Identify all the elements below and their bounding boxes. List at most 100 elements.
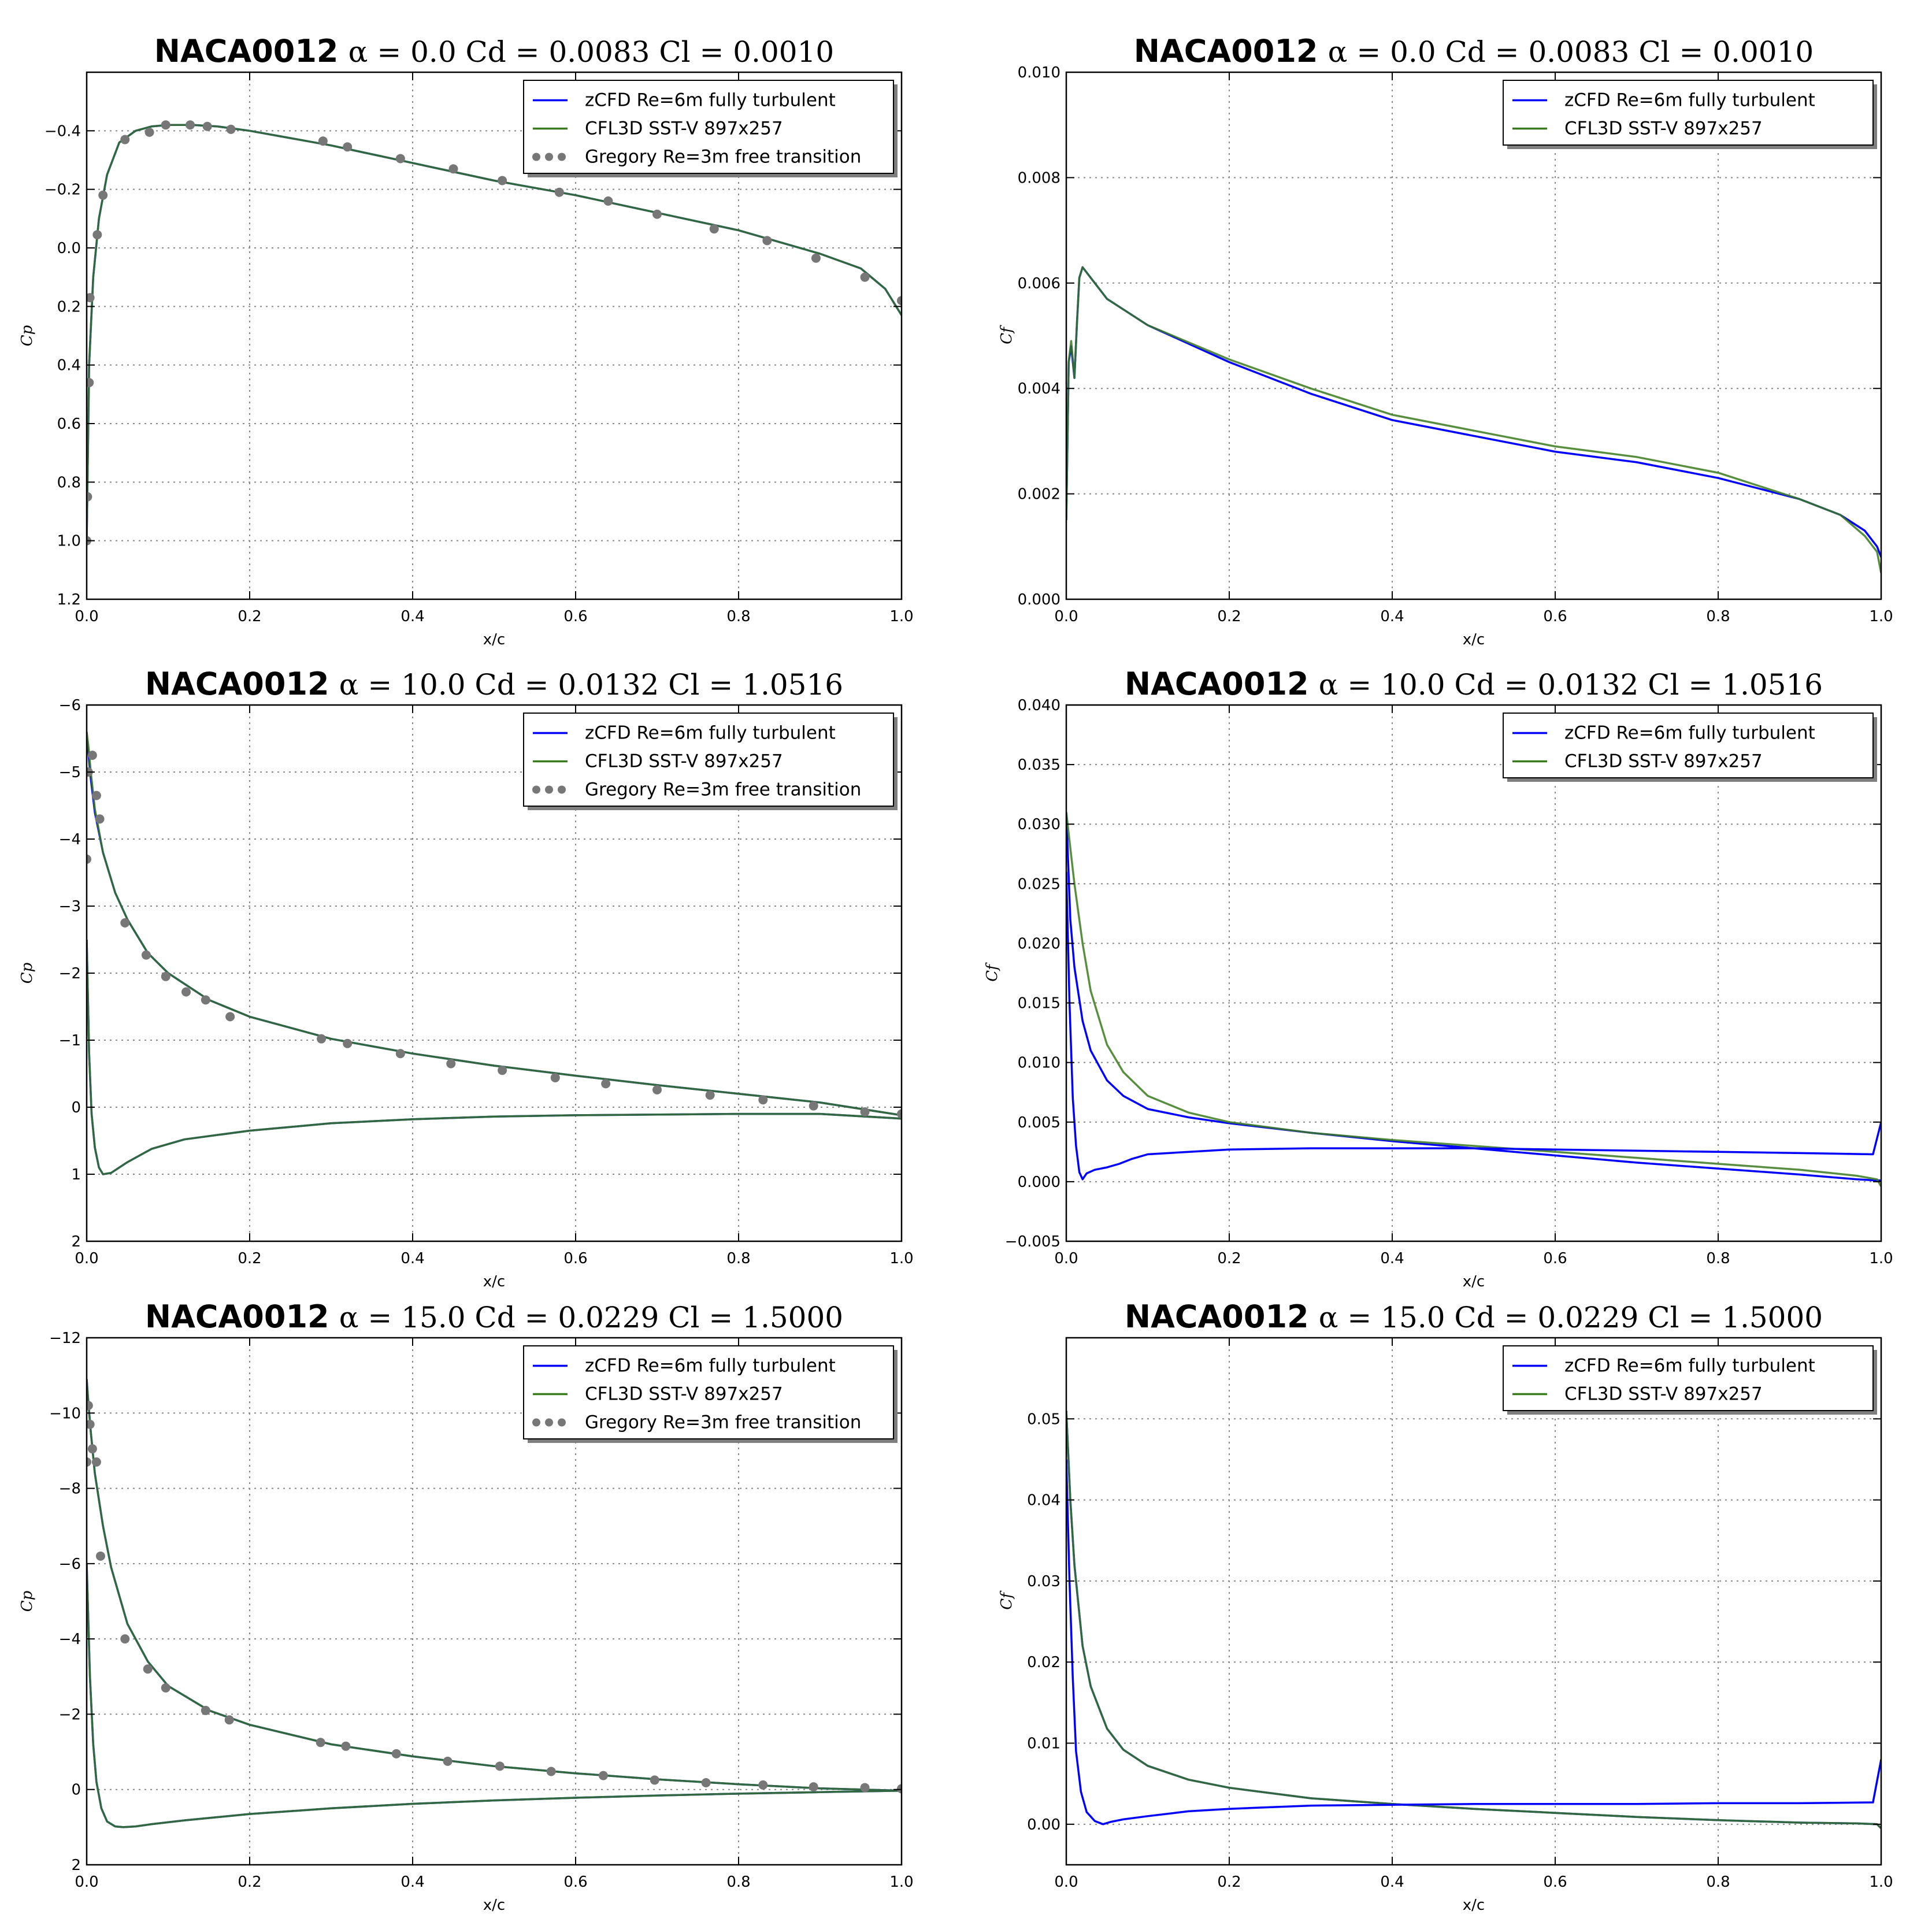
y-tick-label: 0.03 [1027, 1573, 1060, 1590]
y-tick-label: 0 [71, 1782, 81, 1799]
y-tick-label: 0.04 [1027, 1492, 1060, 1509]
legend-box [523, 713, 894, 807]
data-point-gregory [141, 950, 151, 960]
chart-title: NACA0012 α = 0.0 Cd = 0.0083 Cl = 0.0010 [1134, 33, 1814, 69]
data-point-gregory [225, 1012, 235, 1022]
legend: zCFD Re=6m fully turbulent CFL3D SST-V 89… [523, 1345, 898, 1443]
y-tick-label: −10 [49, 1405, 81, 1422]
x-tick-label: 0.6 [563, 608, 587, 625]
y-tick-label: 0.005 [1018, 1114, 1060, 1131]
data-point-gregory [120, 135, 130, 144]
x-tick-label: 0.4 [1380, 608, 1404, 625]
y-tick-label: 0.4 [57, 357, 81, 374]
chart-title-values: α = 0.0 Cd = 0.0083 Cl = 0.0010 [1328, 35, 1814, 69]
x-tick-label: 0.2 [238, 1250, 261, 1267]
plot-frame [1065, 71, 1882, 600]
data-series [1066, 812, 1881, 1187]
legend-label-cfl3d: CFL3D SST-V 897x257 [585, 118, 783, 139]
y-axis-label: Cp [18, 1590, 36, 1612]
legend-label-gregory: Gregory Re=3m free transition [585, 1412, 861, 1433]
y-tick-label: 0.010 [1018, 1055, 1060, 1072]
x-axis-label: x/c [1463, 631, 1485, 648]
x-axis-label: x/c [1463, 1273, 1485, 1290]
data-point-gregory [87, 1444, 97, 1454]
y-tick-label: 0 [71, 1099, 81, 1116]
x-axis-label: x/c [483, 1273, 505, 1290]
data-point-gregory [161, 120, 170, 130]
chart-title-values: α = 10.0 Cd = 0.0132 Cl = 1.0516 [339, 668, 843, 702]
y-tick-label: −4 [59, 1631, 81, 1648]
x-tick-label: 0.8 [1706, 1873, 1730, 1891]
x-tick-label: 0.4 [401, 1250, 424, 1267]
chart-panel-cp-a0: 0.0 0.2 0.4 0.6 0.8 1.0 −0.4 −0.2 0.0 0.2 0.4 0.6 0.… [18, 33, 914, 648]
legend-marker-gregory [558, 153, 566, 161]
x-tick-label: 0.2 [238, 608, 261, 625]
legend-label-zcfd: zCFD Re=6m fully turbulent [585, 723, 836, 744]
data-point-gregory [495, 1761, 505, 1771]
y-tick-label: 0.006 [1018, 275, 1060, 292]
y-tick-label: 0.6 [57, 415, 81, 433]
y-tick-label: 1 [71, 1166, 81, 1183]
y-tick-label: 0.000 [1018, 591, 1060, 608]
y-axis-label: Cp [18, 325, 36, 346]
data-point-gregory [143, 1664, 153, 1674]
y-tick-label: −2 [59, 965, 81, 982]
series-line-cfl3d [1066, 266, 1881, 573]
x-tick-label: 0.8 [726, 1250, 750, 1267]
data-point-gregory [87, 378, 94, 388]
data-point-gregory [318, 136, 328, 146]
chart-title-values: α = 10.0 Cd = 0.0132 Cl = 1.0516 [1319, 668, 1823, 702]
y-tick-label: 0.000 [1018, 1174, 1060, 1191]
data-point-gregory [120, 1634, 130, 1644]
gridlines [1066, 1338, 1881, 1865]
x-tick-label: 1.0 [1869, 1873, 1893, 1891]
data-point-gregory [202, 121, 212, 131]
y-axis-label: Cf [998, 325, 1015, 344]
y-tick-label: 0.030 [1018, 816, 1060, 833]
chart-title: NACA0012 α = 10.0 Cd = 0.0132 Cl = 1.051… [1125, 666, 1823, 702]
chart-title-name: NACA0012 [1125, 1298, 1309, 1335]
x-tick-label: 0.2 [1217, 608, 1241, 625]
data-point-gregory [317, 1034, 327, 1044]
data-point-gregory [161, 971, 170, 981]
data-point-gregory [226, 124, 236, 134]
y-tick-label: 0.035 [1018, 756, 1060, 774]
data-point-gregory [144, 127, 154, 137]
y-tick-label: −4 [59, 831, 81, 848]
legend-box [1503, 1345, 1874, 1411]
y-tick-label: 0.010 [1018, 64, 1060, 81]
chart-title-values: α = 15.0 Cd = 0.0229 Cl = 1.5000 [339, 1301, 843, 1334]
x-tick-label: 0.0 [1054, 608, 1078, 625]
y-axis-label: Cf [998, 1590, 1015, 1610]
data-point-gregory [897, 1784, 902, 1794]
plot-frame [86, 1337, 903, 1866]
data-point-gregory [601, 1079, 611, 1089]
x-tick-label: 0.0 [75, 1250, 98, 1267]
y-tick-label: −5 [59, 764, 81, 781]
y-tick-label: 2 [71, 1233, 81, 1251]
legend-label-cfl3d: CFL3D SST-V 897x257 [585, 751, 783, 772]
chart-title-gap [329, 1298, 339, 1335]
data-point-gregory [860, 1783, 870, 1793]
data-point-gregory [652, 1085, 662, 1094]
chart-title-name: NACA0012 [154, 33, 339, 69]
y-tick-label: 1.0 [57, 533, 81, 550]
data-point-gregory [809, 1782, 818, 1792]
data-point-gregory [550, 1073, 560, 1082]
data-point-gregory [341, 1741, 351, 1751]
legend-box [1503, 80, 1874, 146]
legend-marker-gregory [532, 153, 540, 161]
data-point-gregory [709, 224, 719, 234]
data-series [1066, 1411, 1881, 1830]
chart-title: NACA0012 α = 0.0 Cd = 0.0083 Cl = 0.0010 [154, 33, 834, 69]
chart-title-name: NACA0012 [1125, 666, 1309, 702]
data-point-gregory [343, 1038, 353, 1048]
chart-title-name: NACA0012 [145, 1298, 329, 1335]
chart-title-gap [329, 666, 339, 702]
legend: zCFD Re=6m fully turbulent CFL3D SST-V 89… [523, 80, 898, 177]
legend-marker-gregory [545, 785, 553, 794]
x-tick-label: 0.6 [563, 1873, 587, 1891]
y-tick-label: 0.8 [57, 474, 81, 491]
y-tick-label: 0.02 [1027, 1654, 1060, 1671]
y-tick-label: −3 [59, 898, 81, 915]
